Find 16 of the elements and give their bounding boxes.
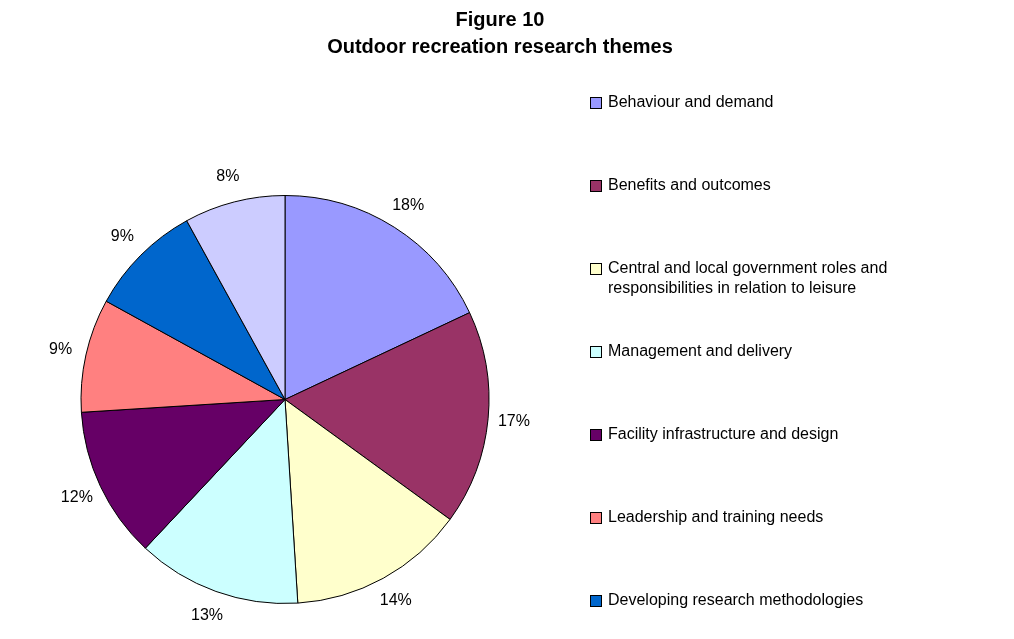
legend-label: Management and delivery xyxy=(608,341,793,361)
data-label: 13% xyxy=(191,606,224,624)
chart-title: Figure 10 Outdoor recreation research themes xyxy=(326,7,674,59)
legend-label: Leadership and training needs xyxy=(608,507,824,527)
data-label: 17% xyxy=(497,411,530,429)
data-label: 12% xyxy=(60,487,93,505)
data-label: 9% xyxy=(110,227,134,245)
legend-label: Behaviour and demand xyxy=(608,92,774,112)
legend-label: Facility infrastructure and design xyxy=(608,424,839,444)
legend-label: Central and local government roles and responsibilities in relation to leisure xyxy=(608,258,889,298)
legend-label: Benefits and outcomes xyxy=(608,175,771,195)
data-label: 18% xyxy=(392,195,425,213)
data-label: 9% xyxy=(48,339,73,357)
data-label: 8% xyxy=(216,167,240,185)
legend-label: Developing research methodologies xyxy=(608,590,864,610)
data-label: 14% xyxy=(379,591,412,609)
